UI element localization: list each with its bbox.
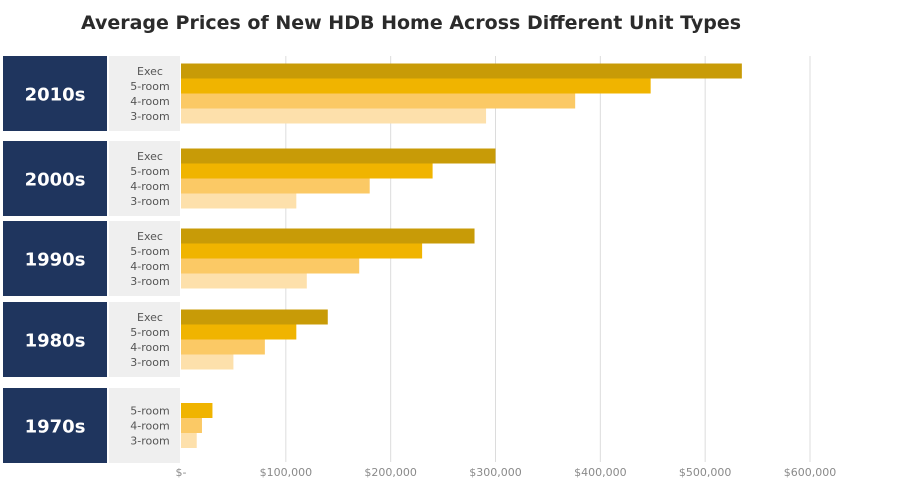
decade-label: 1980s <box>25 331 86 352</box>
bar <box>181 309 328 325</box>
unit-type-label: 3-room <box>130 435 169 448</box>
bar <box>181 148 496 164</box>
unit-type-label: 3-room <box>130 195 169 208</box>
bar <box>181 108 487 124</box>
bar <box>181 228 475 244</box>
unit-type-label: 5-room <box>130 326 169 339</box>
decade-block <box>3 221 107 296</box>
unit-type-label: 5-room <box>130 405 169 418</box>
bar <box>181 273 307 289</box>
bar <box>181 403 213 418</box>
unit-label-block <box>109 141 180 216</box>
unit-type-label: Exec <box>137 150 163 163</box>
decade-label: 1990s <box>25 250 86 271</box>
unit-type-label: Exec <box>137 230 163 243</box>
bar <box>181 339 265 355</box>
unit-type-label: 3-room <box>130 110 169 123</box>
bar <box>181 324 297 340</box>
chart-title: Average Prices of New HDB Home Across Di… <box>80 12 742 34</box>
bar <box>181 93 576 109</box>
bar <box>181 78 651 94</box>
bar <box>181 178 370 194</box>
unit-type-label: 3-room <box>130 275 169 288</box>
unit-type-label: 4-room <box>130 180 169 193</box>
decade-block <box>3 141 107 216</box>
decade-block <box>3 302 107 377</box>
bar <box>181 433 197 448</box>
unit-type-label: 4-room <box>130 95 169 108</box>
x-tick-label: $- <box>176 466 187 479</box>
bar <box>181 258 360 274</box>
x-tick-label: $500,000 <box>679 466 732 479</box>
decade-label: 1970s <box>25 417 86 438</box>
x-tick-label: $300,000 <box>469 466 522 479</box>
bar <box>181 193 297 209</box>
x-tick-label: $200,000 <box>364 466 417 479</box>
unit-type-label: Exec <box>137 311 163 324</box>
bar <box>181 354 234 370</box>
unit-type-label: 3-room <box>130 356 169 369</box>
unit-label-block <box>109 302 180 377</box>
bar <box>181 163 433 179</box>
decade-block <box>3 56 107 131</box>
x-tick-label: $400,000 <box>574 466 627 479</box>
decade-label: 2010s <box>25 85 86 106</box>
unit-type-label: 4-room <box>130 341 169 354</box>
x-tick-label: $100,000 <box>260 466 313 479</box>
unit-type-label: 5-room <box>130 245 169 258</box>
bar <box>181 243 423 259</box>
bar <box>181 418 202 433</box>
unit-type-label: 5-room <box>130 165 169 178</box>
x-tick-label: $600,000 <box>784 466 837 479</box>
decade-label: 2000s <box>25 170 86 191</box>
unit-label-block <box>109 221 180 296</box>
unit-type-label: Exec <box>137 65 163 78</box>
unit-label-block <box>109 56 180 131</box>
unit-type-label: 4-room <box>130 420 169 433</box>
unit-label-block <box>109 388 180 463</box>
unit-type-label: 4-room <box>130 260 169 273</box>
decade-block <box>3 388 107 463</box>
unit-type-label: 5-room <box>130 80 169 93</box>
bar <box>181 63 742 79</box>
